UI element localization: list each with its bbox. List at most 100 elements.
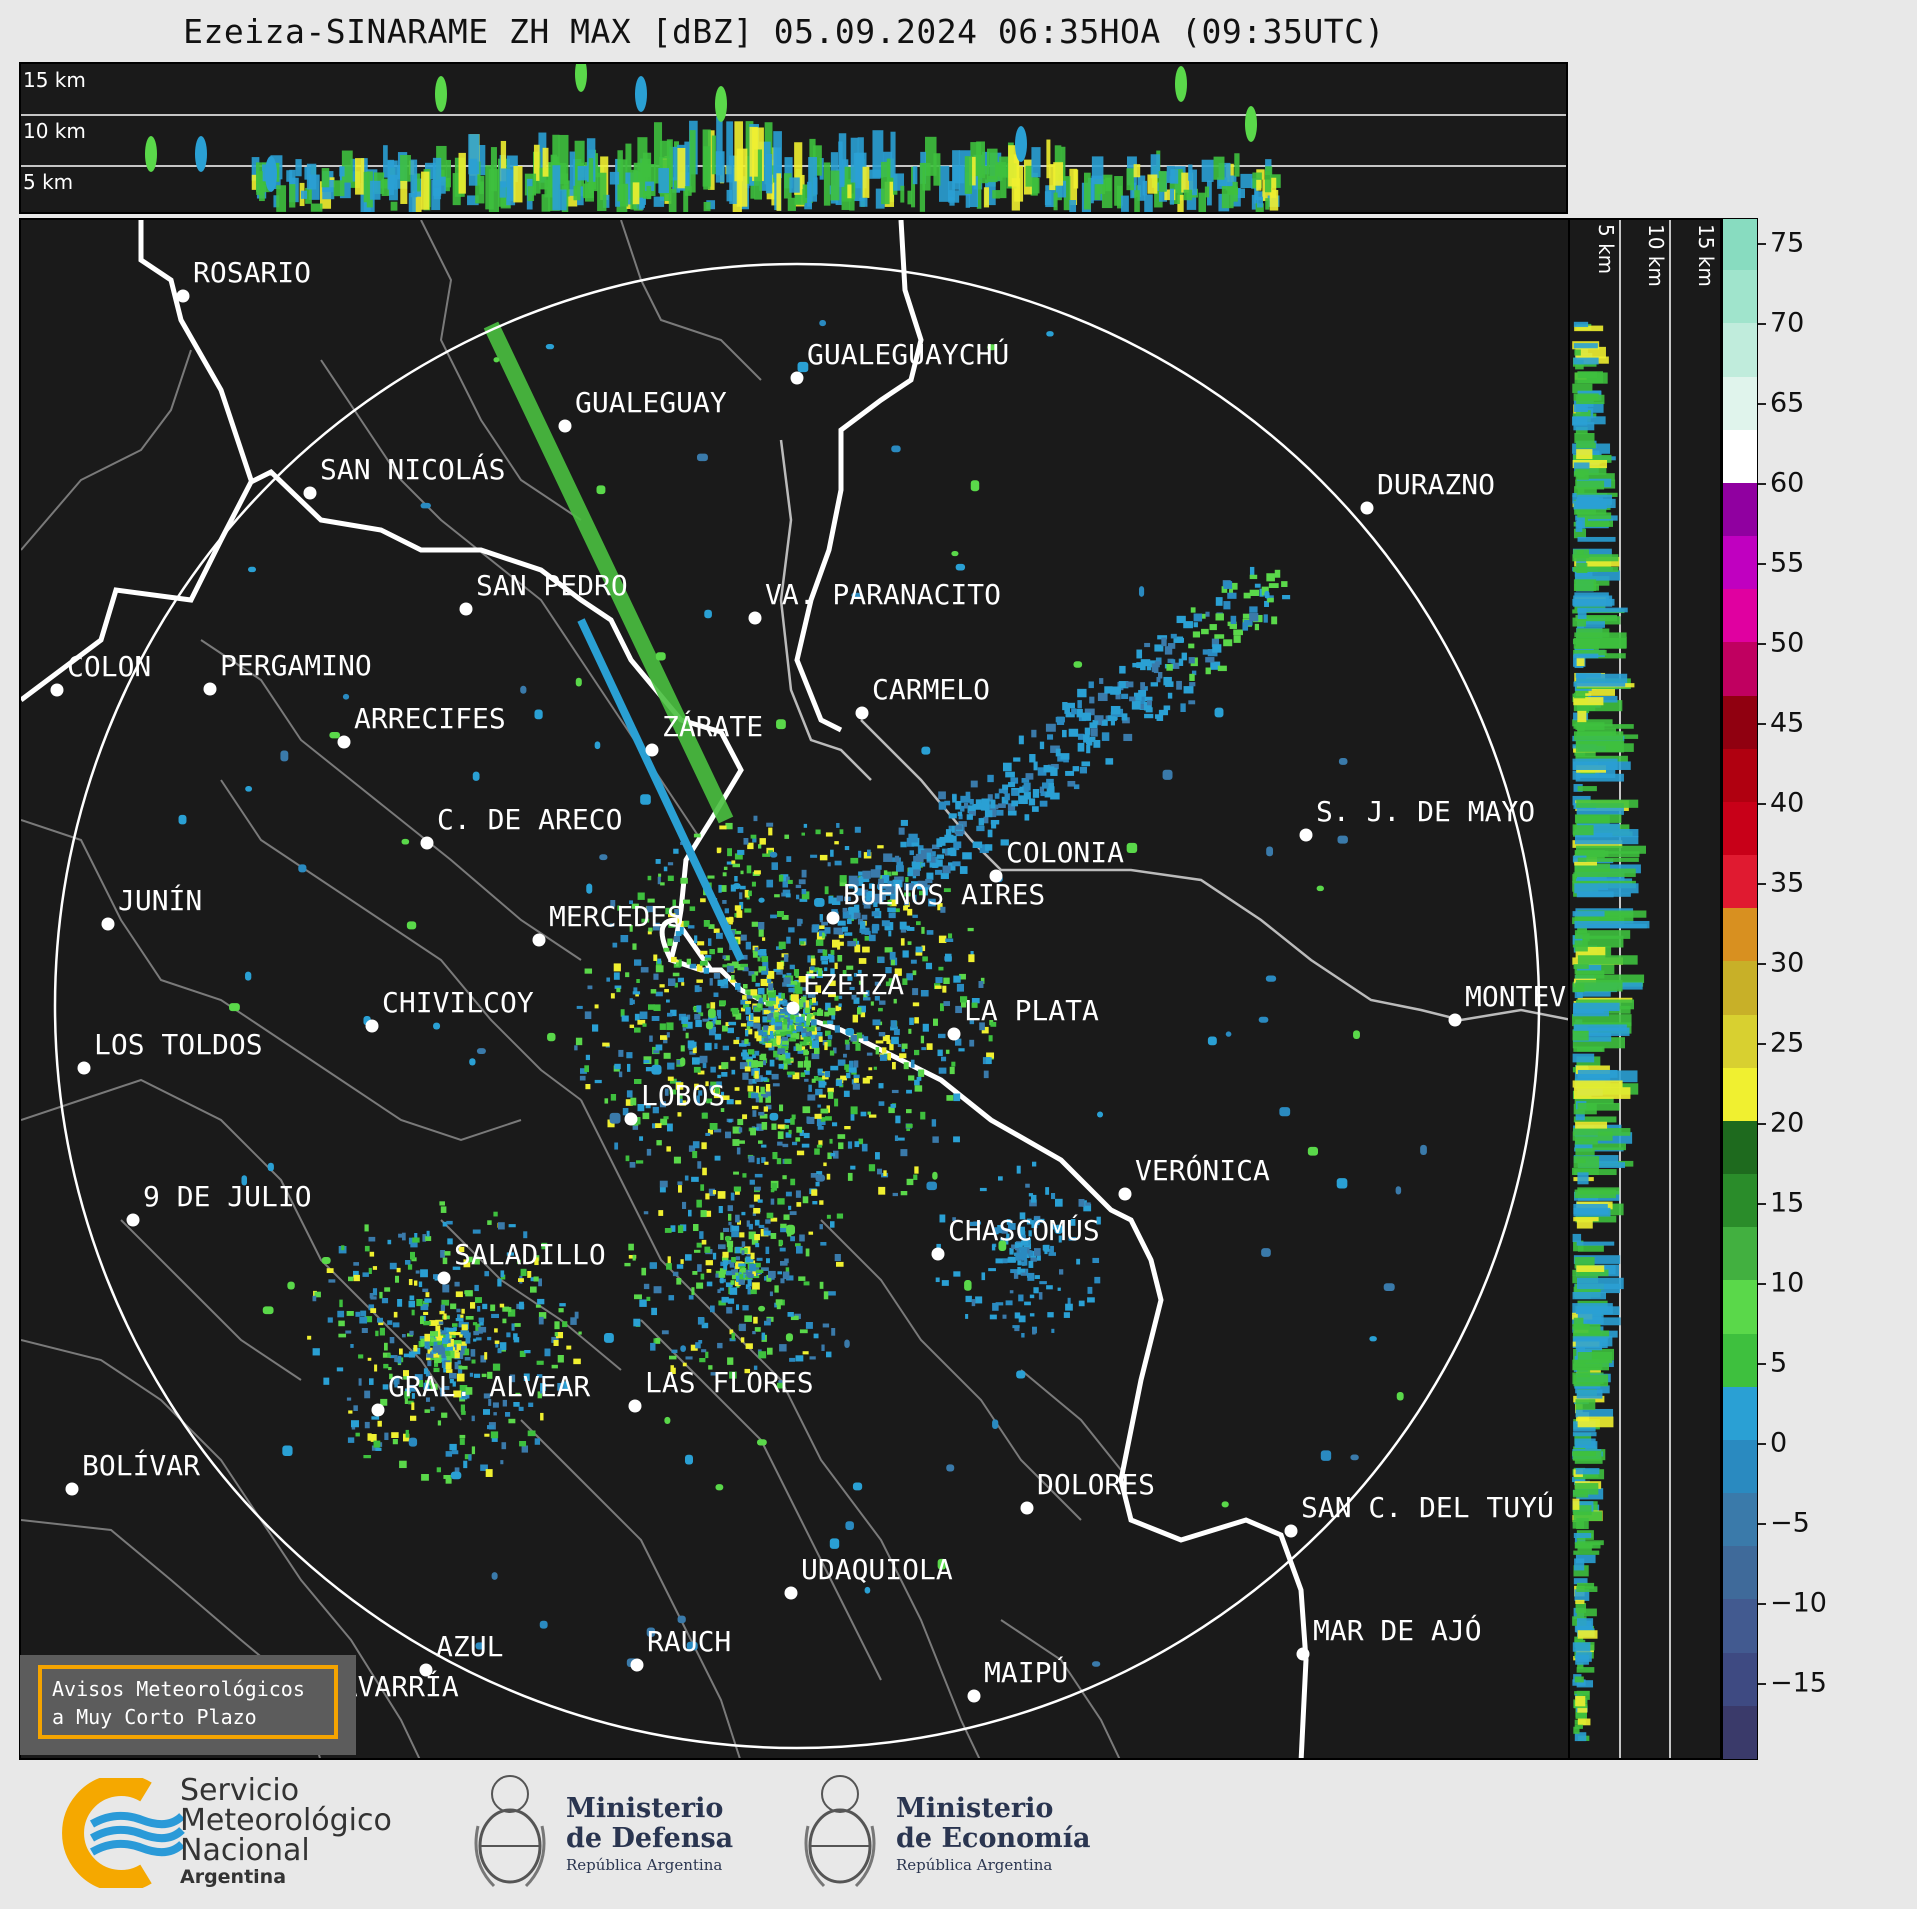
radar-echo: [728, 1221, 732, 1226]
cross-section-echo: [1265, 166, 1273, 175]
radar-echo: [1207, 649, 1218, 657]
radar-echo: [725, 1022, 730, 1027]
radar-echo: [765, 1095, 771, 1103]
cross-section-echo: [322, 179, 335, 200]
cross-section-echo: [1574, 1724, 1583, 1729]
radar-echo: [911, 861, 921, 867]
cross-section-echo: [1060, 146, 1066, 185]
radar-echo: [699, 1358, 706, 1363]
radar-echo: [754, 1050, 760, 1056]
city-marker: [420, 836, 434, 850]
radar-echo: [508, 1224, 516, 1228]
radar-echo: [1012, 1325, 1020, 1329]
radar-echo: [672, 972, 680, 977]
cross-section-echo: [500, 140, 507, 182]
radar-echo: [968, 811, 976, 816]
radar-echo: [627, 1063, 631, 1072]
cross-section-echo: [1573, 692, 1586, 699]
cross-section-echo: [1574, 1558, 1585, 1571]
radar-echo: [443, 1313, 447, 1320]
cross-section-echo: [1269, 190, 1279, 211]
radar-echo: [803, 823, 808, 828]
radar-echo: [307, 1335, 312, 1340]
radar-echo: [735, 1188, 740, 1195]
radar-echo: [657, 958, 662, 964]
radar-echo: [1025, 773, 1034, 780]
radar-echo: [824, 1011, 830, 1017]
radar-echo: [453, 1332, 461, 1336]
alert-link[interactable]: Avisos Meteorológicos a Muy Corto Plazo: [38, 1665, 338, 1739]
cross-section-echo: [573, 185, 581, 201]
radar-echo: [389, 1373, 393, 1380]
cross-section-echo: [1573, 500, 1607, 510]
radar-echo: [599, 854, 608, 861]
radar-echo: [1083, 1203, 1092, 1212]
radar-echo: [1209, 624, 1217, 631]
cross-section-echo: [1575, 1108, 1585, 1121]
radar-echo: [1395, 1186, 1402, 1195]
radar-echo: [802, 1106, 811, 1114]
radar-echo: [761, 1077, 768, 1082]
radar-echo: [406, 921, 417, 930]
radar-echo: [372, 1266, 378, 1270]
radar-echo: [669, 1355, 677, 1360]
province-border: [120, 1219, 302, 1381]
radar-echo: [513, 1337, 520, 1343]
radar-echo: [586, 883, 593, 894]
radar-echo: [754, 1219, 760, 1226]
radar-echo: [873, 898, 878, 907]
radar-echo: [245, 785, 253, 792]
radar-echo: [1144, 713, 1154, 719]
cross-section-echo: [1576, 851, 1640, 858]
radar-echo: [499, 1303, 505, 1308]
radar-map[interactable]: ROSARIO GUALEGUAYCHÚ GUALEGUAY SAN NICOLÁS D…: [19, 218, 1570, 1760]
radar-echo: [676, 1264, 684, 1269]
radar-echo: [1167, 658, 1174, 663]
radar-echo: [812, 924, 820, 931]
radar-echo: [262, 1306, 274, 1315]
radar-echo: [758, 1351, 767, 1359]
cross-section-echo: [754, 149, 763, 200]
province-border: [200, 639, 582, 961]
radar-echo: [1027, 1250, 1033, 1256]
radar-echo: [758, 966, 767, 973]
radar-echo: [1189, 673, 1195, 681]
radar-echo: [1050, 792, 1060, 800]
radar-echo: [655, 965, 664, 973]
radar-echo: [708, 1188, 716, 1196]
cross-section-echo: [1577, 1317, 1621, 1326]
radar-echo: [710, 1066, 716, 1073]
radar-echo: [878, 1186, 886, 1195]
radar-echo: [705, 1351, 709, 1359]
radar-echo: [1170, 659, 1176, 664]
radar-echo: [891, 445, 901, 453]
radar-echo: [1010, 777, 1019, 784]
radar-echo: [585, 1084, 591, 1090]
radar-echo: [759, 953, 767, 958]
radar-echo: [890, 1103, 896, 1109]
radar-echo: [703, 920, 710, 927]
radar-echo: [353, 1405, 358, 1411]
radar-echo: [805, 1322, 813, 1329]
radar-echo: [825, 1030, 831, 1037]
radar-echo: [698, 1090, 703, 1096]
radar-echo: [776, 719, 786, 730]
smn-line-1: Servicio: [180, 1773, 300, 1808]
radar-echo: [710, 1081, 717, 1088]
radar-echo: [479, 1320, 484, 1326]
radar-echo: [1267, 597, 1274, 603]
radar-echo: [701, 1322, 709, 1329]
radar-echo: [676, 1060, 681, 1065]
radar-echo: [746, 993, 753, 999]
radar-echo: [384, 1342, 388, 1351]
radar-echo: [851, 592, 861, 598]
radar-echo: [641, 918, 650, 923]
radar-echo: [632, 1254, 636, 1261]
cross-section-echo: [251, 157, 260, 181]
radar-echo: [392, 1322, 400, 1328]
radar-echo: [920, 1035, 925, 1044]
radar-echo: [1073, 661, 1083, 668]
alert-box[interactable]: Avisos Meteorológicos a Muy Corto Plazo: [20, 1655, 356, 1755]
radar-echo: [827, 1020, 834, 1025]
radar-echo: [389, 1355, 397, 1359]
